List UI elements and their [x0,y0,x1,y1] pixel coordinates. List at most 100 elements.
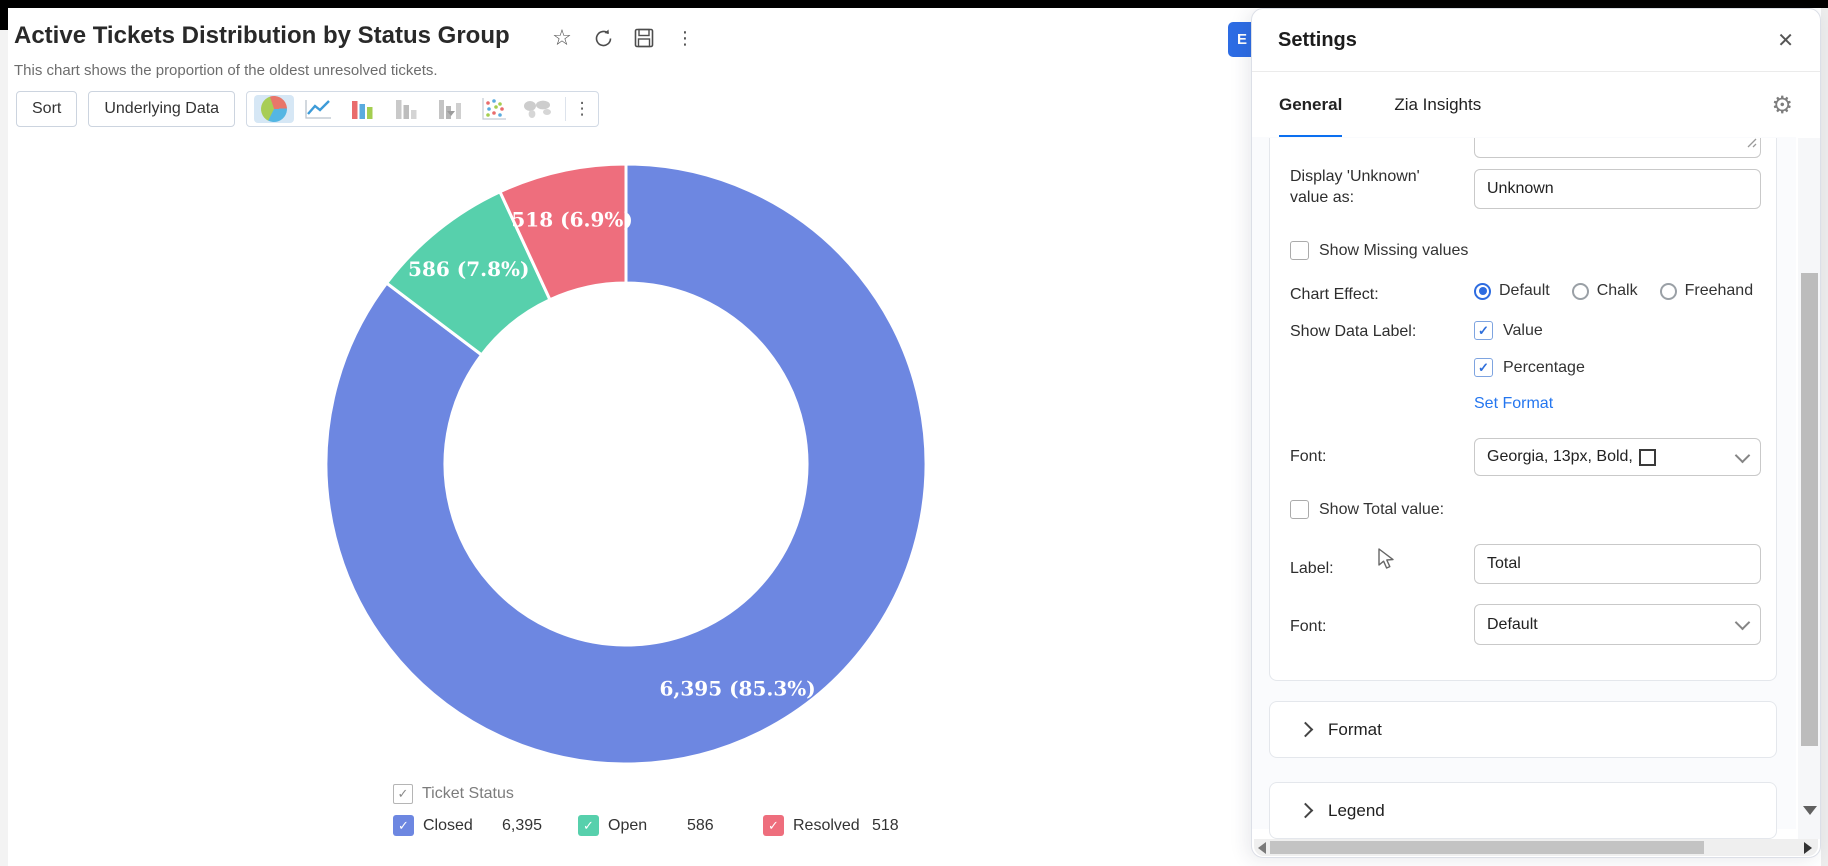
chevron-right-icon [1297,802,1314,819]
checkbox-label: Percentage [1503,358,1585,376]
section-legend-label: Legend [1328,800,1385,820]
settings-panel-header: Settings ✕ [1252,9,1820,72]
total-font-select[interactable]: Default [1474,604,1761,645]
show-total-row[interactable]: Show Total value: [1290,500,1444,519]
data-label-open: 586 (7.8%) [408,257,529,281]
chart-type-switcher: ⋮ [246,91,600,127]
section-legend[interactable]: Legend [1269,782,1777,839]
set-format-link[interactable]: Set Format [1474,395,1554,412]
horizontal-scrollbar-thumb[interactable] [1270,841,1704,854]
legend-item-closed[interactable]: ✓ Closed 6,395 [393,815,560,836]
donut-slice-resolved[interactable] [497,162,628,302]
data-label-option-value[interactable]: ✓ Value [1474,321,1543,340]
show-missing-checkbox[interactable] [1290,241,1309,260]
percentage-checkbox[interactable]: ✓ [1474,358,1493,377]
page-right-gutter [1821,8,1828,866]
more-vertical-icon[interactable]: ⋮ [676,27,694,49]
panel-vertical-scrollbar[interactable] [1798,138,1820,839]
underlying-data-button[interactable]: Underlying Data [88,91,236,127]
star-icon[interactable]: ☆ [552,25,572,51]
section-format-label: Format [1328,719,1382,739]
legend-value: 518 [872,816,899,834]
tab-zia-insights[interactable]: Zia Insights [1394,95,1482,114]
settings-title: Settings [1278,28,1357,51]
display-unknown-label: Display 'Unknown' value as: [1290,168,1420,206]
chart-type-line-icon[interactable] [298,95,338,123]
more-chart-types-icon[interactable]: ⋮ [573,99,591,119]
chart-type-stacked-bar-icon[interactable] [386,95,426,123]
radio-icon[interactable] [1474,282,1491,300]
legend-value: 586 [687,816,714,834]
data-label-font-label: Font: [1290,448,1327,465]
refresh-icon[interactable] [591,26,615,50]
chevron-down-icon [1734,614,1751,631]
chart-type-pie-icon[interactable] [254,92,295,126]
general-settings-card: Display 'Unknown' value as: Show Missing… [1269,138,1777,681]
chevron-right-icon [1297,721,1314,738]
radio-label: Default [1499,282,1550,299]
legend-value: 6,395 [502,816,543,834]
chart-effect-label: Chart Effect: [1290,286,1379,303]
total-label-label: Label: [1290,560,1334,577]
legend-checkbox-closed[interactable]: ✓ [393,815,414,836]
settings-tabbar: General Zia Insights ⚙ [1252,72,1820,138]
show-missing-row[interactable]: Show Missing values [1290,241,1468,260]
legend-series-label: Ticket Status [422,785,514,802]
sort-button[interactable]: Sort [16,91,78,127]
show-missing-label: Show Missing values [1319,241,1469,259]
legend-items-row: ✓ Closed 6,395 ✓ Open 586 ✓ Resolved 518 [393,815,948,836]
scroll-right-arrow-icon[interactable] [1804,841,1812,854]
gear-icon[interactable]: ⚙ [1771,91,1793,119]
close-icon[interactable]: ✕ [1777,28,1794,52]
panel-horizontal-scrollbar[interactable] [1254,839,1818,856]
total-font-value: Default [1487,615,1538,633]
total-label-field [1474,544,1761,584]
donut-chart[interactable]: 6,395 (85.3%) 586 (7.8%) 518 (6.9%) [306,144,946,784]
data-label-closed: 6,395 (85.3%) [659,676,815,700]
resize-handle-icon[interactable] [1746,138,1757,154]
chart-type-map-icon[interactable] [518,95,558,123]
radio-icon[interactable] [1659,282,1677,300]
show-data-label-label: Show Data Label: [1290,323,1417,340]
tab-general[interactable]: General [1279,72,1343,138]
chart-effect-radio-freehand[interactable]: Freehand [1659,282,1754,300]
legend-label: Open [608,816,648,834]
vertical-scrollbar-thumb[interactable] [1801,273,1818,746]
total-label-input[interactable] [1474,544,1761,584]
series-checkbox[interactable]: ✓ [393,784,413,804]
donut-slice-closed[interactable] [324,162,928,766]
radio-icon[interactable] [1571,282,1589,300]
data-label-font-select[interactable]: Georgia, 13px, Bold, [1474,438,1761,476]
window-top-bar [0,0,1828,8]
value-checkbox[interactable]: ✓ [1474,321,1493,340]
display-unknown-input[interactable] [1474,169,1761,209]
legend-label: Resolved [793,816,860,834]
radio-label: Chalk [1596,282,1638,299]
show-total-checkbox[interactable] [1290,500,1309,519]
scroll-left-arrow-icon[interactable] [1258,841,1266,854]
section-format[interactable]: Format [1269,701,1777,758]
legend-checkbox-open[interactable]: ✓ [578,815,599,836]
data-label-option-percentage[interactable]: ✓ Percentage [1474,358,1585,377]
save-icon[interactable] [632,26,656,50]
chart-type-combo-bar-icon[interactable] [430,95,470,123]
settings-panel: Settings ✕ General Zia Insights ⚙ Displa… [1251,8,1821,858]
legend-checkbox-resolved[interactable]: ✓ [763,815,784,836]
clipped-textarea[interactable] [1474,138,1761,158]
legend-series-row: ✓ Ticket Status [393,784,948,804]
scroll-down-arrow-icon[interactable] [1803,806,1817,815]
radio-label: Freehand [1684,282,1754,299]
chart-effect-radio-chalk[interactable]: Chalk [1571,282,1638,300]
legend-item-open[interactable]: ✓ Open 586 [578,815,745,836]
chart-type-scatter-icon[interactable] [474,95,514,123]
legend-item-resolved[interactable]: ✓ Resolved 518 [763,815,930,836]
font-color-swatch [1638,448,1656,466]
chart-effect-radio-default[interactable]: Default [1474,282,1550,300]
chart-effect-radios: Default Chalk Freehand [1474,282,1774,300]
chart-legend: ✓ Ticket Status ✓ Closed 6,395 ✓ Open 586 ✓ Res… [393,784,948,836]
legend-label: Closed [423,816,473,834]
chart-type-bar-icon[interactable] [342,95,382,123]
toolbar-divider [565,97,567,121]
page-title: Active Tickets Distribution by Status Gr… [14,22,510,49]
show-total-label: Show Total value: [1319,500,1445,518]
